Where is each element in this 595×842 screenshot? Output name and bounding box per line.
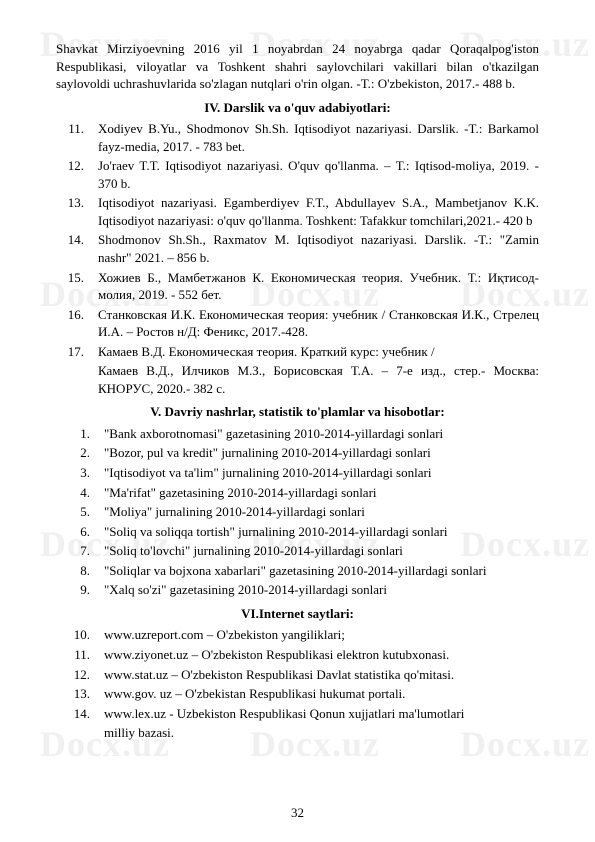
reference-item: 16. Станковская И.К. Економическая теори… <box>56 306 539 341</box>
reference-item: 15. Хожиев Б., Мамбетжанов К. Економичес… <box>56 269 539 304</box>
list-text: "Xalq so'zi" gazetasining 2010-2014-yill… <box>104 581 539 599</box>
reference-number: 11. <box>56 120 98 155</box>
reference-number: 17. <box>56 343 98 361</box>
reference-item: 13. Iqtisodiyot nazariyasi. Egamberdiyev… <box>56 194 539 229</box>
list-item: 2. "Bozor, pul va kredit" jurnalining 20… <box>56 444 539 462</box>
list-number: 7. <box>56 542 104 560</box>
list-item: 5. "Moliya" jurnalining 2010-2014-yillar… <box>56 503 539 521</box>
list-text: www.stat.uz – O'zbekiston Respublikasi D… <box>104 666 539 684</box>
list-item: 14. www.lex.uz - Uzbekiston Respublikasi… <box>56 705 539 723</box>
list-item: 4. "Ma'rifat" gazetasining 2010-2014-yil… <box>56 484 539 502</box>
list-text: "Moliya" jurnalining 2010-2014-yillardag… <box>104 503 539 521</box>
list-number: 10. <box>56 626 104 644</box>
list-item: 9. "Xalq so'zi" gazetasining 2010-2014-y… <box>56 581 539 599</box>
list-text: www.gov. uz – O'zbekistan Respublikasi h… <box>104 685 539 703</box>
list-number: 12. <box>56 666 104 684</box>
list-item: 1. "Bank axborotnomasi" gazetasining 201… <box>56 425 539 443</box>
list-number: 8. <box>56 562 104 580</box>
list-text: "Bank axborotnomasi" gazetasining 2010-2… <box>104 425 539 443</box>
list-item: 11. www.ziyonet.uz – O'zbekiston Respubl… <box>56 646 539 664</box>
reference-text: Iqtisodiyot nazariyasi. Egamberdiyev F.T… <box>98 194 539 229</box>
list-number: 1. <box>56 425 104 443</box>
list-item: 10. www.uzreport.com – O'zbekiston yangi… <box>56 626 539 644</box>
list-number: 2. <box>56 444 104 462</box>
reference-text: Камаев В.Д. Економическая теория. Кратки… <box>98 343 539 361</box>
page-number: 32 <box>0 804 595 822</box>
list-text: www.ziyonet.uz – O'zbekiston Respublikas… <box>104 646 539 664</box>
list-number: 6. <box>56 523 104 541</box>
reference-continuation: Камаев В.Д., Илчиков М.З., Борисовская Т… <box>98 362 539 397</box>
list-item: 7. "Soliq to'lovchi" jurnalining 2010-20… <box>56 542 539 560</box>
list-text: "Soliq va soliqqa tortish" jurnalining 2… <box>104 523 539 541</box>
list-item: 3. "Iqtisodiyot va ta'lim" jurnalining 2… <box>56 464 539 482</box>
list-number: 5. <box>56 503 104 521</box>
reference-text: Shodmonov Sh.Sh., Raxmatov M. Iqtisodiyo… <box>98 231 539 266</box>
list-item: 12. www.stat.uz – O'zbekiston Respublika… <box>56 666 539 684</box>
reference-number: 15. <box>56 269 98 304</box>
list-text: "Ma'rifat" gazetasining 2010-2014-yillar… <box>104 484 539 502</box>
reference-number: 16. <box>56 306 98 341</box>
list-item: 8. "Soliqlar va bojxona xabarlari" gazet… <box>56 562 539 580</box>
reference-number: 13. <box>56 194 98 229</box>
list-number: 9. <box>56 581 104 599</box>
reference-number: 14. <box>56 231 98 266</box>
list-text: "Soliqlar va bojxona xabarlari" gazetasi… <box>104 562 539 580</box>
heading-section-4: IV. Darslik va o'quv adabiyotlari: <box>56 99 539 117</box>
list-number: 13. <box>56 685 104 703</box>
reference-item: 17. Камаев В.Д. Економическая теория. Кр… <box>56 343 539 361</box>
list-text: "Iqtisodiyot va ta'lim" jurnalining 2010… <box>104 464 539 482</box>
document-body: Shavkat Mirziyoevning 2016 yil 1 noyabrd… <box>56 40 539 742</box>
intro-paragraph: Shavkat Mirziyoevning 2016 yil 1 noyabrd… <box>56 40 539 93</box>
reference-item: 11. Xodiyev B.Yu., Shodmonov Sh.Sh. Iqti… <box>56 120 539 155</box>
list-text: www.lex.uz - Uzbekiston Respublikasi Qon… <box>104 705 539 723</box>
list-text: www.uzreport.com – O'zbekiston yangilikl… <box>104 626 539 644</box>
reference-number: 12. <box>56 157 98 192</box>
reference-text: Jo'raev T.T. Iqtisodiyot nazariyasi. O'q… <box>98 157 539 192</box>
list-continuation: milliy bazasi. <box>104 724 539 742</box>
reference-item: 12. Jo'raev T.T. Iqtisodiyot nazariyasi.… <box>56 157 539 192</box>
list-item: 13. www.gov. uz – O'zbekistan Respublika… <box>56 685 539 703</box>
list-number: 14. <box>56 705 104 723</box>
list-number: 3. <box>56 464 104 482</box>
reference-text: Хожиев Б., Мамбетжанов К. Економическая … <box>98 269 539 304</box>
list-text: "Bozor, pul va kredit" jurnalining 2010-… <box>104 444 539 462</box>
list-text: "Soliq to'lovchi" jurnalining 2010-2014-… <box>104 542 539 560</box>
list-number: 11. <box>56 646 104 664</box>
heading-section-5: V. Davriy nashrlar, statistik to'plamlar… <box>56 403 539 421</box>
reference-item: 14. Shodmonov Sh.Sh., Raxmatov M. Iqtiso… <box>56 231 539 266</box>
heading-section-6: VI.Internet saytlari: <box>56 605 539 623</box>
reference-text: Станковская И.К. Економическая теория: у… <box>98 306 539 341</box>
list-item: 6. "Soliq va soliqqa tortish" jurnalinin… <box>56 523 539 541</box>
list-number: 4. <box>56 484 104 502</box>
reference-text: Xodiyev B.Yu., Shodmonov Sh.Sh. Iqtisodi… <box>98 120 539 155</box>
